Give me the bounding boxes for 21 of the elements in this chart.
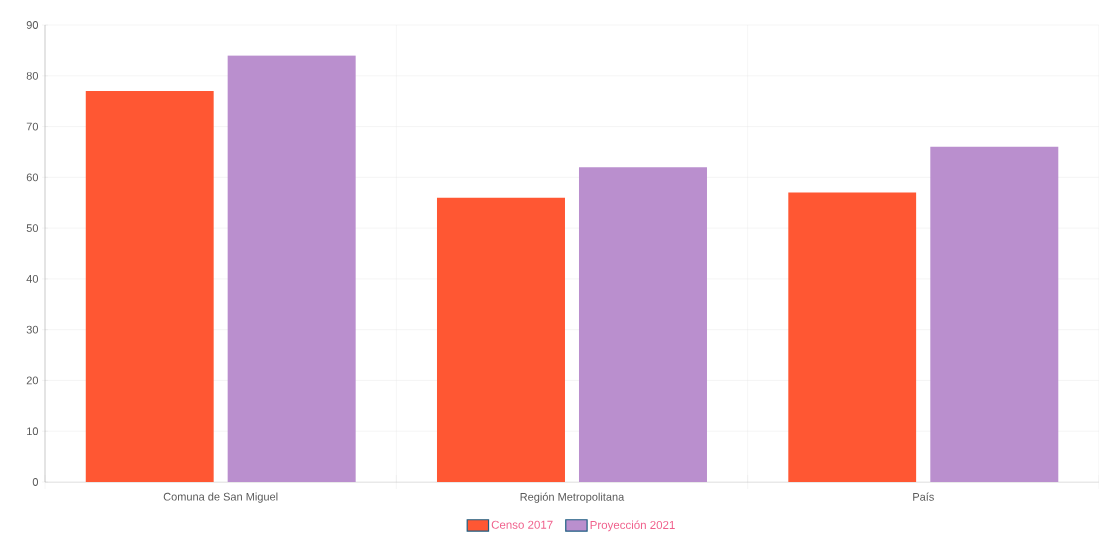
x-tick-label: Comuna de San Miguel — [163, 492, 278, 503]
legend-label: Censo 2017 — [491, 520, 553, 529]
y-tick-label: 50 — [26, 224, 39, 233]
bar — [227, 55, 356, 482]
y-tick-label: 10 — [27, 427, 39, 436]
y-tick-label: 90 — [26, 21, 39, 29]
bar — [788, 192, 917, 482]
y-tick-label: 40 — [26, 275, 39, 283]
x-tick-label: Región Metropolitana — [520, 492, 625, 503]
y-tick-label: 30 — [26, 325, 39, 334]
y-tick-label: 0 — [32, 478, 39, 486]
legend-label: Proyección 2021 — [590, 520, 675, 532]
bar — [930, 146, 1059, 482]
y-tick-label: 60 — [26, 173, 39, 182]
y-tick-label: 70 — [26, 122, 39, 131]
y-tick-label: 20 — [26, 376, 39, 385]
bar — [578, 167, 707, 482]
y-tick-label: 80 — [26, 71, 39, 80]
bar — [436, 197, 565, 482]
x-tick-label: País — [913, 492, 934, 501]
bar — [85, 91, 214, 482]
